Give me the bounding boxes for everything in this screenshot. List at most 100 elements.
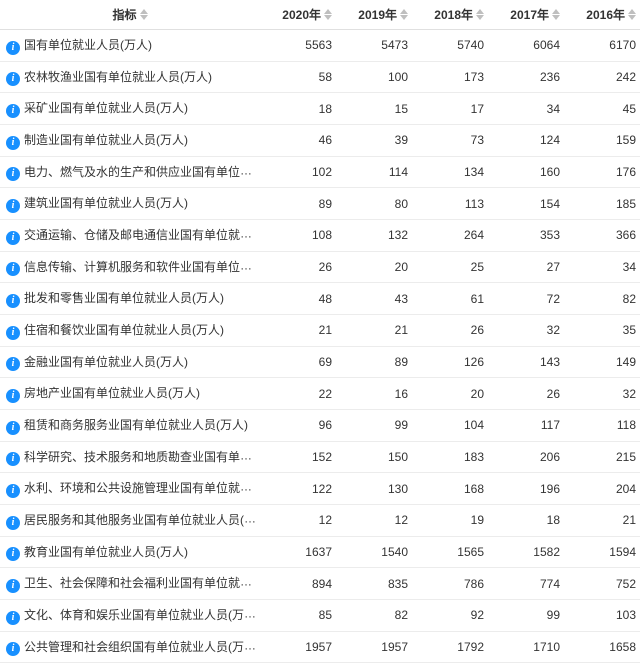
table-row: i电力、燃气及水的生产和供应业国有单位就业人员(万人)1021141341601… — [0, 156, 640, 188]
column-header-y2019[interactable]: 2019年 — [336, 0, 412, 30]
indicator-label: 金融业国有单位就业人员(万人) — [24, 355, 188, 369]
indicator-label: 居民服务和其他服务业国有单位就业人员(万人) — [24, 512, 260, 527]
value-cell: 72 — [488, 283, 564, 315]
table-row: i采矿业国有单位就业人员(万人)1815173445 — [0, 93, 640, 125]
value-cell: 160 — [488, 156, 564, 188]
indicator-cell: i电力、燃气及水的生产和供应业国有单位就业人员(万人) — [0, 156, 260, 188]
column-header-y2018[interactable]: 2018年 — [412, 0, 488, 30]
column-header-y2017[interactable]: 2017年 — [488, 0, 564, 30]
indicator-label: 教育业国有单位就业人员(万人) — [24, 545, 188, 559]
value-cell: 46 — [260, 125, 336, 157]
value-cell: 32 — [564, 378, 640, 410]
info-icon[interactable]: i — [6, 611, 20, 625]
value-cell: 204 — [564, 473, 640, 505]
sort-icon[interactable] — [628, 9, 636, 20]
sort-icon[interactable] — [324, 9, 332, 20]
value-cell: 196 — [488, 473, 564, 505]
indicator-label: 采矿业国有单位就业人员(万人) — [24, 101, 188, 115]
info-icon[interactable]: i — [6, 357, 20, 371]
info-icon[interactable]: i — [6, 326, 20, 340]
indicator-label: 水利、环境和公共设施管理业国有单位就业人员(万人) — [24, 480, 260, 495]
info-icon[interactable]: i — [6, 72, 20, 86]
value-cell: 1658 — [564, 631, 640, 663]
value-cell: 34 — [488, 93, 564, 125]
table-row: i卫生、社会保障和社会福利业国有单位就业人员(万人)89483578677475… — [0, 568, 640, 600]
info-icon[interactable]: i — [6, 516, 20, 530]
table-row: i制造业国有单位就业人员(万人)463973124159 — [0, 125, 640, 157]
value-cell: 124 — [488, 125, 564, 157]
value-cell: 6064 — [488, 30, 564, 62]
info-icon[interactable]: i — [6, 642, 20, 656]
table-row: i交通运输、仓储及邮电通信业国有单位就业人员(万人)10813226435336… — [0, 220, 640, 252]
value-cell: 43 — [336, 283, 412, 315]
indicator-label: 建筑业国有单位就业人员(万人) — [24, 196, 188, 210]
column-label: 2020年 — [282, 8, 321, 22]
info-icon[interactable]: i — [6, 421, 20, 435]
sort-icon[interactable] — [552, 9, 560, 20]
value-cell: 89 — [260, 188, 336, 220]
value-cell: 82 — [564, 283, 640, 315]
indicator-label: 公共管理和社会组织国有单位就业人员(万人) — [24, 638, 260, 653]
value-cell: 366 — [564, 220, 640, 252]
info-icon[interactable]: i — [6, 199, 20, 213]
value-cell: 82 — [336, 600, 412, 632]
sort-icon[interactable] — [476, 9, 484, 20]
sort-icon[interactable] — [140, 9, 148, 20]
info-icon[interactable]: i — [6, 231, 20, 245]
info-icon[interactable]: i — [6, 167, 20, 181]
info-icon[interactable]: i — [6, 389, 20, 403]
value-cell: 122 — [260, 473, 336, 505]
column-header-y2016[interactable]: 2016年 — [564, 0, 640, 30]
value-cell: 92 — [412, 600, 488, 632]
table-row: i农林牧渔业国有单位就业人员(万人)58100173236242 — [0, 61, 640, 93]
value-cell: 100 — [336, 61, 412, 93]
value-cell: 45 — [564, 93, 640, 125]
value-cell: 154 — [488, 188, 564, 220]
data-table: 指标 2020年 2019年 2018年2017年 2016年 i国有单位就业人员(万人… — [0, 0, 640, 663]
value-cell: 25 — [412, 251, 488, 283]
value-cell: 12 — [260, 505, 336, 537]
value-cell: 118 — [564, 410, 640, 442]
value-cell: 114 — [336, 156, 412, 188]
value-cell: 168 — [412, 473, 488, 505]
column-header-indicator[interactable]: 指标 — [0, 0, 260, 30]
value-cell: 134 — [412, 156, 488, 188]
value-cell: 126 — [412, 346, 488, 378]
column-label: 2016年 — [586, 8, 625, 22]
column-header-y2020[interactable]: 2020年 — [260, 0, 336, 30]
table-row: i文化、体育和娱乐业国有单位就业人员(万人)85829299103 — [0, 600, 640, 632]
value-cell: 353 — [488, 220, 564, 252]
value-cell: 96 — [260, 410, 336, 442]
info-icon[interactable]: i — [6, 547, 20, 561]
info-icon[interactable]: i — [6, 294, 20, 308]
value-cell: 1637 — [260, 536, 336, 568]
value-cell: 89 — [336, 346, 412, 378]
sort-icon[interactable] — [400, 9, 408, 20]
table-row: i信息传输、计算机服务和软件业国有单位就业人员(万人)2620252734 — [0, 251, 640, 283]
value-cell: 69 — [260, 346, 336, 378]
indicator-label: 交通运输、仓储及邮电通信业国有单位就业人员(万人) — [24, 227, 260, 242]
column-label: 2019年 — [358, 8, 397, 22]
info-icon[interactable]: i — [6, 579, 20, 593]
info-icon[interactable]: i — [6, 452, 20, 466]
info-icon[interactable]: i — [6, 262, 20, 276]
indicator-cell: i 房地产业国有单位就业人员(万人) — [0, 378, 260, 410]
value-cell: 108 — [260, 220, 336, 252]
info-icon[interactable]: i — [6, 104, 20, 118]
info-icon[interactable]: i — [6, 41, 20, 55]
indicator-label: 房地产业国有单位就业人员(万人) — [24, 386, 200, 400]
value-cell: 22 — [260, 378, 336, 410]
value-cell: 5563 — [260, 30, 336, 62]
indicator-cell: i制造业国有单位就业人员(万人) — [0, 125, 260, 157]
value-cell: 32 — [488, 315, 564, 347]
table-row: i国有单位就业人员(万人)55635473574060646170 — [0, 30, 640, 62]
info-icon[interactable]: i — [6, 484, 20, 498]
value-cell: 21 — [564, 505, 640, 537]
value-cell: 58 — [260, 61, 336, 93]
info-icon[interactable]: i — [6, 136, 20, 150]
value-cell: 26 — [260, 251, 336, 283]
value-cell: 21 — [260, 315, 336, 347]
indicator-cell: i 金融业国有单位就业人员(万人) — [0, 346, 260, 378]
value-cell: 5740 — [412, 30, 488, 62]
indicator-cell: i 水利、环境和公共设施管理业国有单位就业人员(万人) — [0, 473, 260, 505]
